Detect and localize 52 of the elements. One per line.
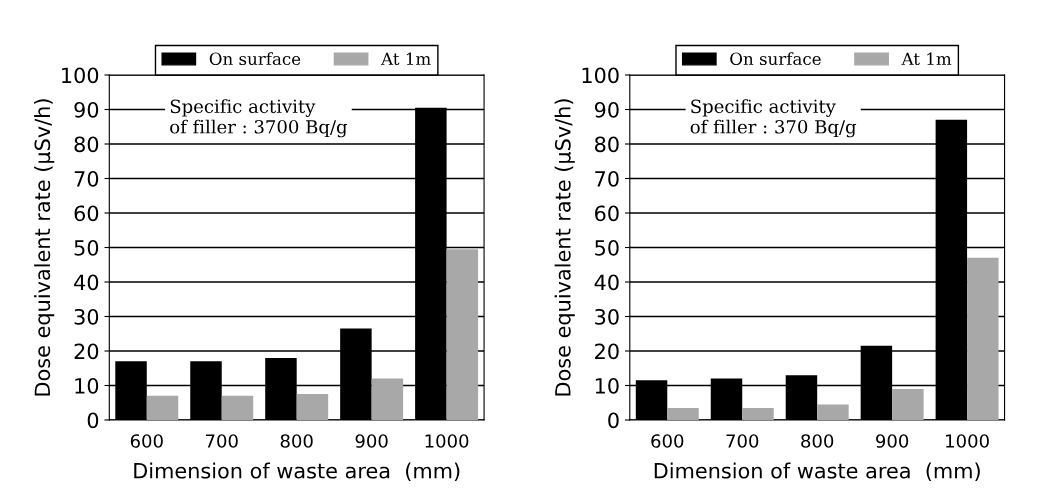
y-tick-label: 40: [594, 274, 619, 291]
x-axis-title: Dimension of waste area (mm): [134, 462, 460, 482]
x-tick-label: 700: [726, 434, 759, 448]
y-tick-label: 20: [74, 343, 99, 360]
y-axis-title: Dose equivalent rate (μSv/h): [554, 99, 575, 396]
x-tick-label: 1000: [425, 434, 469, 448]
y-axis-title: Dose equivalent rate (μSv/h): [34, 99, 55, 396]
y-tick-label: 90: [74, 101, 99, 118]
y-tick-label: 70: [74, 170, 99, 187]
y-tick-label: 80: [74, 136, 99, 153]
bar: [446, 249, 479, 420]
x-tick-label: 1000: [946, 434, 989, 448]
y-tick-label: 50: [595, 239, 619, 256]
legend-label: On surface: [209, 52, 301, 66]
y-tick-label: 30: [74, 308, 99, 325]
x-tick-label: 800: [280, 434, 313, 448]
bar: [146, 395, 179, 420]
bar: [742, 407, 774, 420]
x-axis-title: Dimension of waste area (mm): [654, 462, 980, 482]
y-tick-label: 40: [74, 274, 99, 291]
y-tick-label: 60: [74, 205, 99, 222]
y-tick-label: 10: [75, 377, 99, 394]
y-tick-label: 100: [62, 67, 99, 84]
y-tick-label: 20: [595, 343, 619, 360]
y-tick-label: 30: [595, 308, 619, 325]
annotation: Specific activity of filler : 370 Bq/g: [690, 99, 857, 138]
bar: [371, 378, 404, 420]
legend-label: On surface: [730, 52, 821, 66]
y-tick-label: 70: [595, 170, 619, 187]
x-tick-label: 600: [130, 434, 163, 448]
x-tick-label: 900: [876, 434, 909, 448]
legend-label: At 1m: [901, 52, 952, 66]
x-tick-label: 900: [355, 434, 388, 448]
x-tick-label: 600: [651, 434, 684, 448]
x-tick-label: 800: [801, 434, 834, 448]
y-tick-label: 50: [74, 239, 99, 256]
bar: [967, 257, 999, 420]
x-tick-label: 700: [205, 434, 238, 448]
y-tick-label: 0: [87, 412, 99, 429]
bar: [296, 394, 329, 420]
y-tick-label: 80: [594, 136, 619, 153]
y-tick-label: 100: [582, 67, 619, 84]
bar: [817, 404, 849, 420]
y-tick-label: 60: [595, 205, 619, 222]
bar: [221, 395, 254, 420]
legend-label: At 1m: [380, 52, 431, 66]
y-tick-label: 10: [595, 377, 619, 394]
annotation: Specific activity of filler : 3700 Bq/g: [170, 99, 348, 138]
bar: [892, 388, 924, 420]
y-tick-label: 90: [594, 101, 619, 118]
bar: [667, 407, 699, 420]
y-tick-label: 0: [608, 412, 619, 429]
